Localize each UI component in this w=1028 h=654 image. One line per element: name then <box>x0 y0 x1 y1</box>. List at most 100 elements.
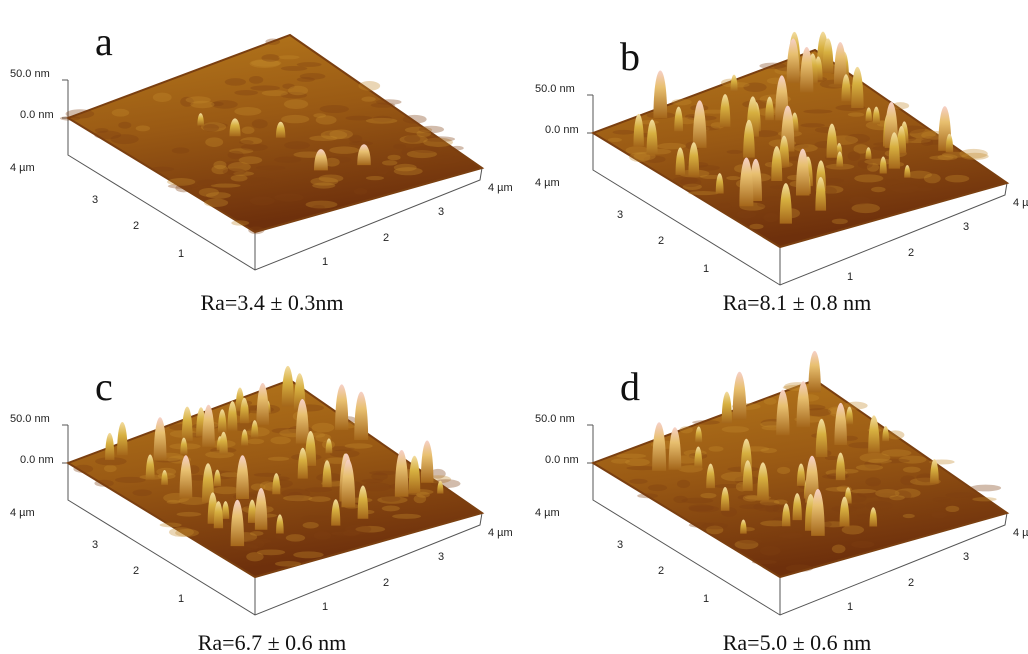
surface-texture <box>680 426 693 433</box>
panel-letter: a <box>95 19 113 64</box>
surface-texture <box>871 187 886 192</box>
surface-texture <box>832 219 848 225</box>
caption: Ra=5.0 ± 0.6 nm <box>723 630 872 654</box>
surface-peak <box>409 456 421 493</box>
surface-texture <box>786 564 813 571</box>
surface-texture <box>151 167 174 172</box>
surface-texture <box>424 136 455 142</box>
surface-texture <box>903 514 915 518</box>
surface-texture <box>851 541 874 548</box>
surface-texture <box>231 175 248 182</box>
surface-texture <box>613 130 635 135</box>
surface-texture <box>945 175 969 183</box>
afm-panel: d50.0 nm0.0 nm4 µm3211234 µmRa=5.0 ± 0.6… <box>535 351 1028 654</box>
surface-texture <box>268 457 289 461</box>
y-axis-label: 1 <box>703 263 709 275</box>
x-axis-label: 4 µm <box>488 182 513 194</box>
surface-texture <box>252 119 268 128</box>
surface-peak <box>731 75 738 92</box>
surface-texture <box>239 156 262 164</box>
surface-texture <box>431 479 461 488</box>
surface-texture <box>739 539 762 544</box>
surface-texture <box>274 157 301 163</box>
caption: Ra=3.4 ± 0.3nm <box>200 290 343 315</box>
surface-texture <box>286 534 305 541</box>
y-axis-label: 4 µm <box>535 507 560 519</box>
z-axis-label: 0.0 nm <box>20 109 54 121</box>
surface-texture <box>778 532 802 538</box>
surface-texture <box>856 464 883 470</box>
surface-texture <box>371 103 395 108</box>
x-axis-label: 3 <box>438 551 444 563</box>
surface-texture <box>309 136 337 141</box>
surface-texture <box>345 524 371 534</box>
surface-texture <box>903 467 921 473</box>
surface-texture <box>212 100 238 109</box>
surface-texture <box>382 160 397 165</box>
surface-texture <box>262 90 288 96</box>
x-axis-label: 2 <box>383 232 389 244</box>
z-axis-label: 50.0 nm <box>535 413 575 425</box>
surface-texture <box>413 146 439 153</box>
surface-texture <box>234 107 261 116</box>
surface-texture <box>256 165 286 170</box>
surface-texture <box>889 495 905 500</box>
surface-texture <box>104 465 117 472</box>
z-axis-label: 50.0 nm <box>535 83 575 95</box>
surface-texture <box>73 465 93 473</box>
surface-texture <box>842 525 864 534</box>
surface-peak <box>117 422 128 455</box>
panel-letter: d <box>620 364 640 409</box>
surface-peak <box>421 441 434 483</box>
surface-texture <box>251 484 266 491</box>
surface-texture <box>677 480 690 488</box>
surface-peak <box>182 407 193 441</box>
surface-texture <box>844 402 868 410</box>
surface-texture <box>308 496 330 502</box>
surface-texture <box>753 502 782 511</box>
surface-texture <box>225 78 246 86</box>
y-axis-label: 3 <box>617 209 623 221</box>
surface-texture <box>972 497 996 501</box>
surface-texture <box>205 137 223 147</box>
surface-texture <box>223 168 246 175</box>
surface-peak <box>282 366 294 407</box>
surface-texture <box>231 220 249 225</box>
surface-texture <box>672 99 692 106</box>
surface-texture <box>160 523 182 528</box>
surface-texture <box>244 177 274 183</box>
surface-texture <box>265 39 280 45</box>
surface-texture <box>692 420 720 425</box>
surface-peak <box>808 351 820 393</box>
surface-texture <box>204 199 228 207</box>
panel-letter: c <box>95 364 113 409</box>
surface-texture <box>190 101 214 108</box>
surface-texture <box>722 426 749 432</box>
x-axis-label: 4 µm <box>488 527 513 539</box>
surface-texture <box>637 493 658 498</box>
surface-texture <box>625 458 650 466</box>
z-axis-label: 0.0 nm <box>545 124 579 136</box>
surface-peak <box>154 417 167 460</box>
surface-texture <box>419 126 444 133</box>
surface-texture <box>297 77 315 82</box>
surface-texture <box>354 188 368 194</box>
surface-texture <box>680 177 701 187</box>
surface-texture <box>376 166 388 175</box>
surface-texture <box>451 146 464 150</box>
surface-texture <box>349 141 373 146</box>
caption: Ra=6.7 ± 0.6 nm <box>198 630 347 654</box>
z-axis-label: 0.0 nm <box>545 454 579 466</box>
x-axis-label: 1 <box>322 256 328 268</box>
surface-texture <box>394 167 423 175</box>
surface-texture <box>136 125 150 131</box>
surface-texture <box>246 552 263 561</box>
surface-texture <box>854 174 883 182</box>
surface-texture <box>261 54 279 62</box>
surface-texture <box>917 187 933 191</box>
surface-texture <box>249 76 263 84</box>
surface-texture <box>700 493 716 498</box>
surface-texture <box>849 196 870 204</box>
surface-texture <box>274 193 303 201</box>
surface-texture <box>167 178 195 186</box>
